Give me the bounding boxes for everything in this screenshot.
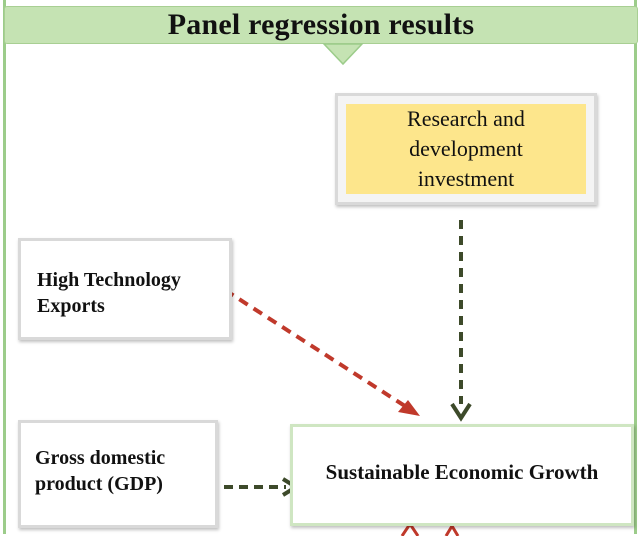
arrow-seg-bottom-2 xyxy=(444,523,460,536)
arrowhead-rd-to-seg xyxy=(450,402,472,422)
diagram-frame xyxy=(3,0,637,534)
header-down-arrow-icon xyxy=(322,43,364,66)
header-banner: Panel regression results xyxy=(4,6,638,44)
gdp-label-line1: Gross domestic xyxy=(35,447,166,469)
rd-label-line3: investment xyxy=(417,166,515,191)
hte-label-line1: High Technology xyxy=(37,269,181,291)
node-gdp: Gross domestic product (GDP) xyxy=(18,420,218,528)
node-sustainable-economic-growth: Sustainable Economic Growth xyxy=(290,424,634,526)
arrow-hte-to-seg xyxy=(223,288,410,410)
node-research-development-fill: Research and development investment xyxy=(346,104,586,194)
node-research-development: Research and development investment xyxy=(335,93,597,205)
seg-label: Sustainable Economic Growth xyxy=(325,459,599,484)
arrowhead-hte-to-seg xyxy=(398,400,420,416)
rd-label-line2: development xyxy=(409,136,523,161)
node-high-technology-exports: High Technology Exports xyxy=(18,238,232,340)
page-title: Panel regression results xyxy=(167,8,475,41)
gdp-label-line2: product (GDP) xyxy=(35,473,163,495)
rd-label-line1: Research and xyxy=(407,106,525,131)
hte-label-line2: Exports xyxy=(37,295,105,317)
